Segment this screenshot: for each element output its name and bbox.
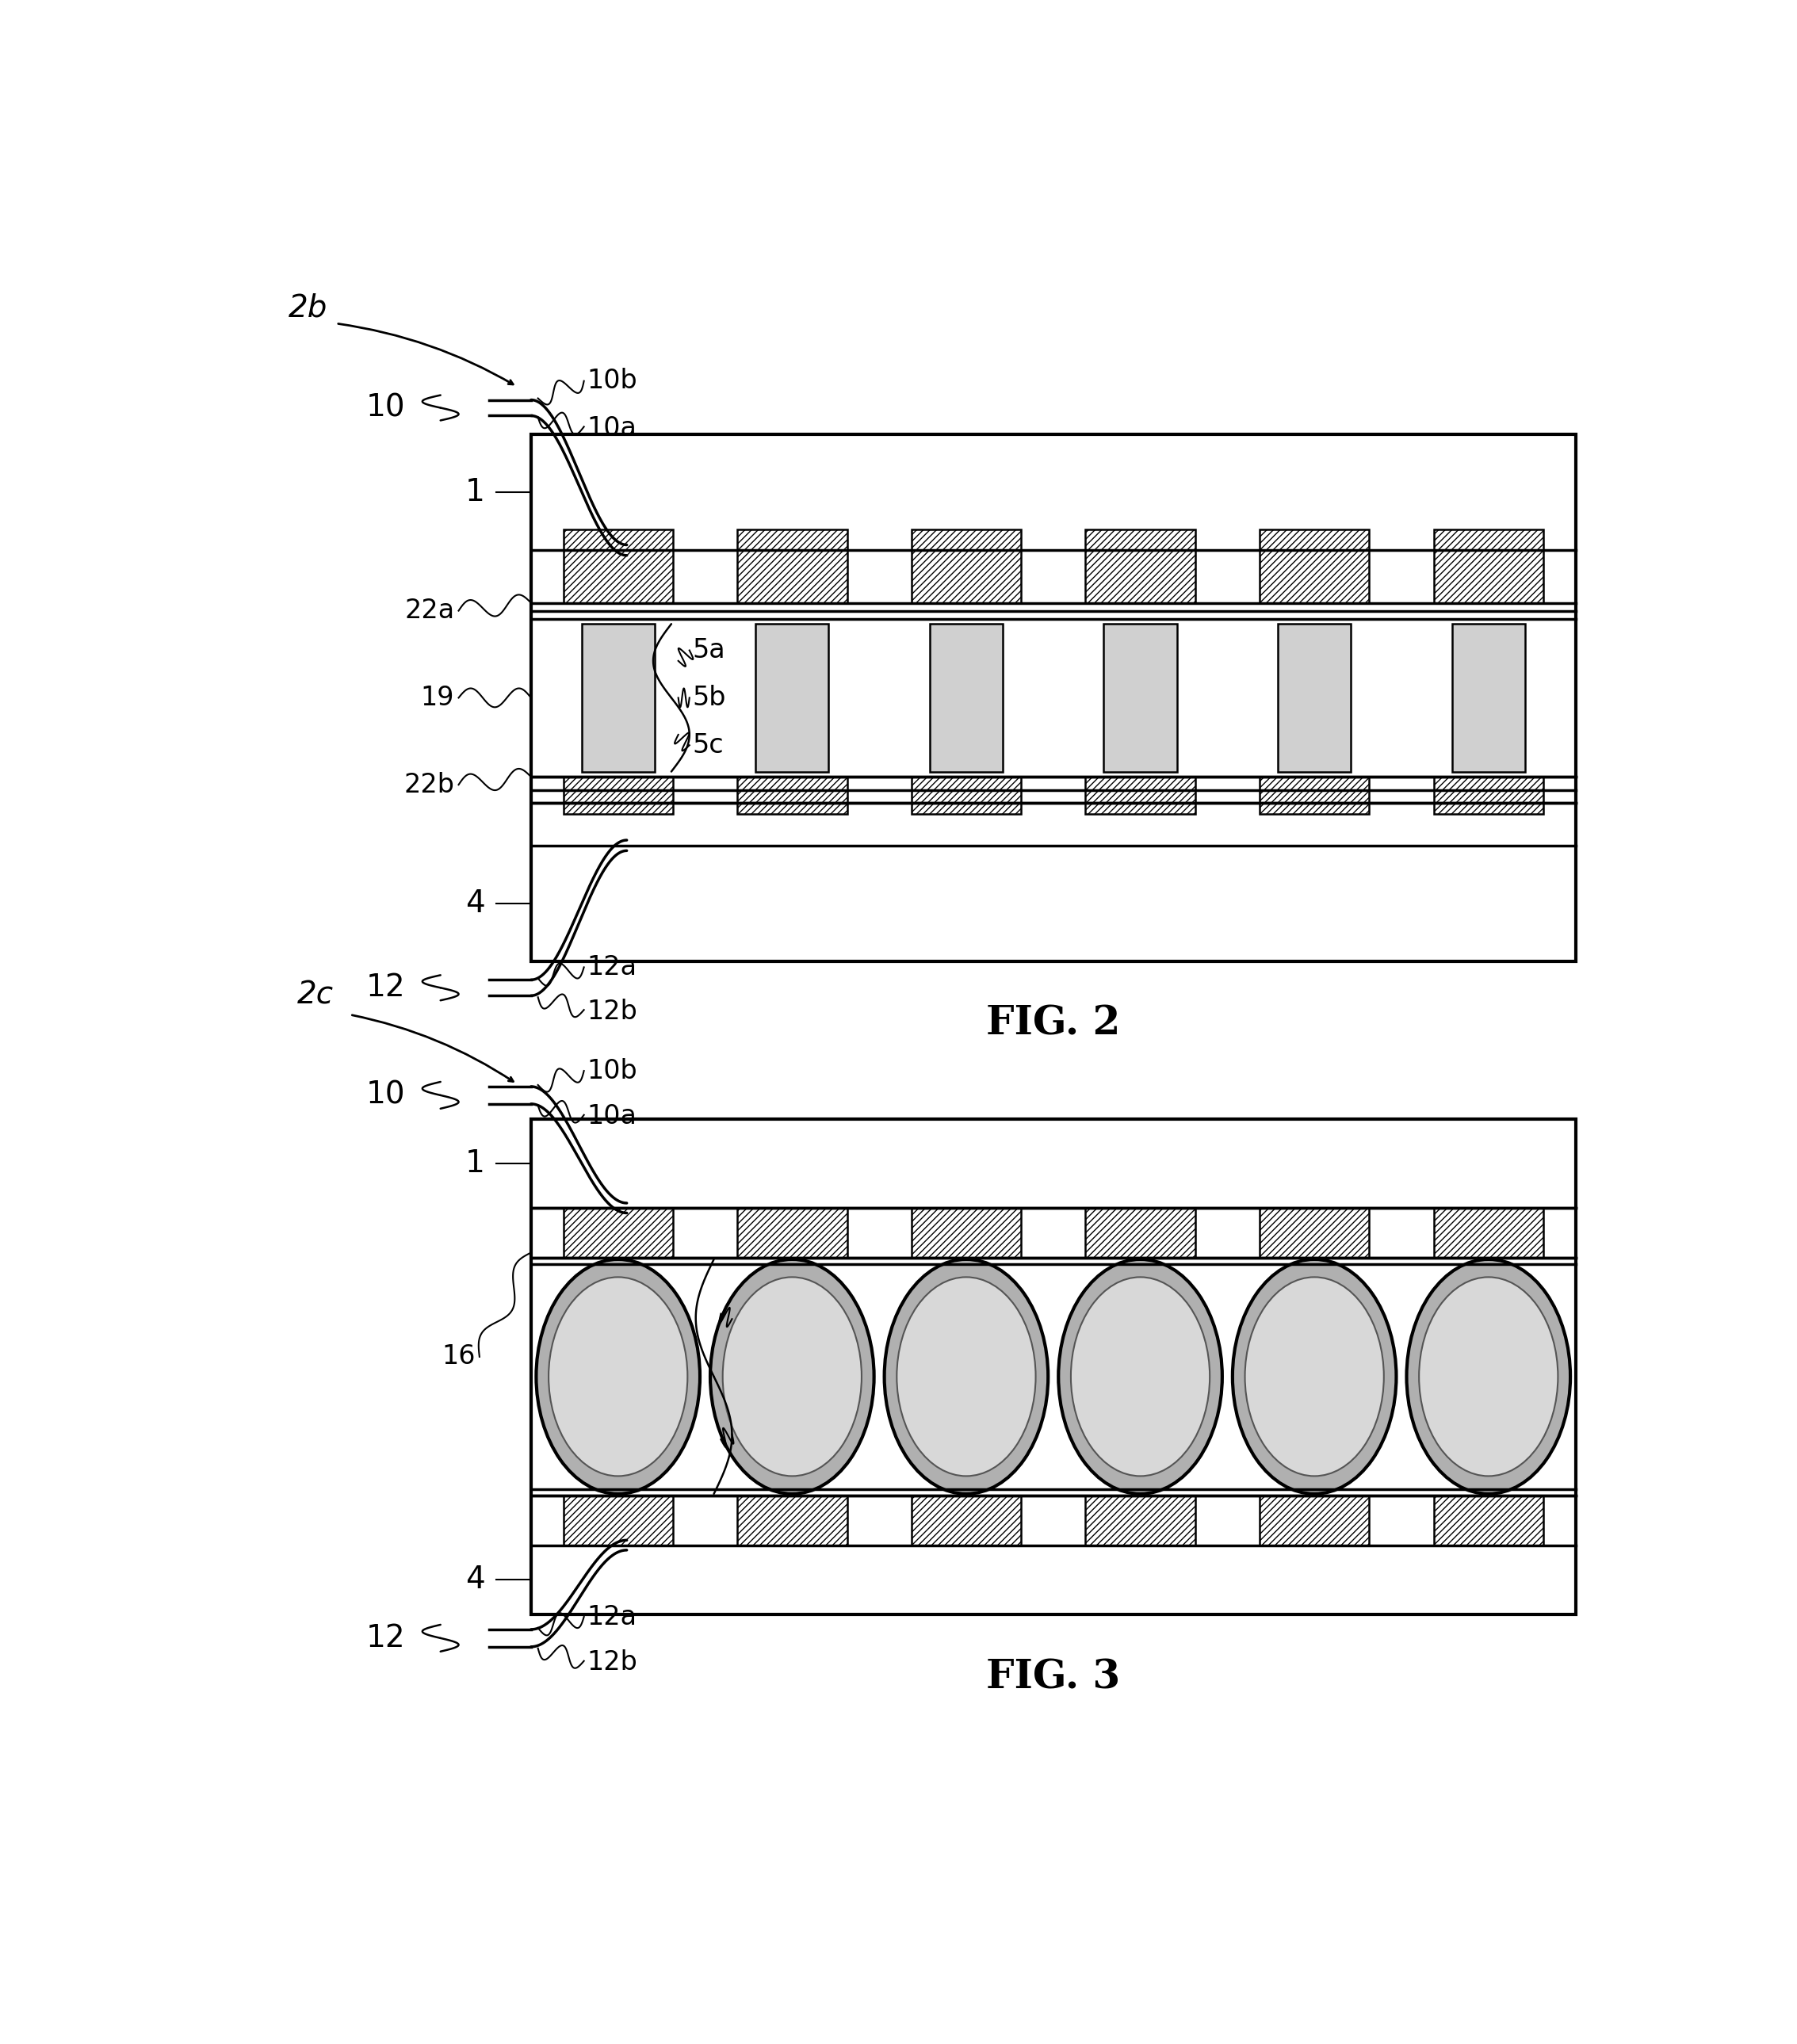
Ellipse shape (1407, 1259, 1571, 1494)
Text: 22b: 22b (404, 773, 455, 797)
Bar (1452, 623, 1526, 771)
Bar (582, 623, 654, 771)
Bar (1278, 623, 1351, 771)
Text: 2c: 2c (297, 979, 334, 1010)
Text: 12b: 12b (586, 997, 638, 1024)
Text: 1: 1 (465, 1149, 485, 1179)
Bar (737, 1496, 846, 1545)
Ellipse shape (548, 1278, 688, 1476)
Text: 12: 12 (367, 1623, 406, 1654)
Ellipse shape (722, 1278, 861, 1476)
Bar (1260, 1496, 1369, 1545)
Text: FIG. 3: FIG. 3 (987, 1658, 1120, 1697)
Ellipse shape (1420, 1278, 1558, 1476)
Bar (562, 1208, 672, 1257)
Text: 10a: 10a (586, 415, 636, 442)
Text: 2b: 2b (289, 292, 327, 323)
Bar (755, 623, 828, 771)
Bar (737, 1208, 846, 1257)
Text: 10b: 10b (586, 1057, 638, 1083)
Text: 19: 19 (420, 685, 455, 711)
Ellipse shape (1233, 1259, 1396, 1494)
Bar (1103, 623, 1177, 771)
Bar (1434, 1208, 1544, 1257)
Bar (929, 623, 1003, 771)
Text: 17a: 17a (735, 1306, 785, 1333)
Text: 12a: 12a (586, 1605, 636, 1629)
Bar (562, 777, 672, 814)
Text: 5a: 5a (692, 638, 726, 664)
Bar (911, 529, 1021, 603)
Bar (532, 1118, 1576, 1615)
Text: 12a: 12a (586, 955, 636, 981)
Bar (562, 529, 672, 603)
Text: 16: 16 (442, 1343, 474, 1369)
Bar (1260, 1208, 1369, 1257)
Text: 1: 1 (465, 476, 485, 507)
Bar (1085, 777, 1195, 814)
Text: 10: 10 (367, 1079, 406, 1110)
Text: 5d: 5d (582, 685, 616, 711)
Text: 5b: 5b (692, 685, 726, 711)
Bar (911, 1208, 1021, 1257)
Bar (532, 433, 1576, 961)
Ellipse shape (1071, 1278, 1209, 1476)
Text: FIG. 2: FIG. 2 (987, 1006, 1120, 1044)
Text: 5c: 5c (692, 732, 724, 758)
Ellipse shape (536, 1259, 701, 1494)
Bar (737, 777, 846, 814)
Ellipse shape (1245, 1278, 1384, 1476)
Bar (1085, 529, 1195, 603)
Text: 10a: 10a (586, 1104, 636, 1130)
Ellipse shape (1058, 1259, 1222, 1494)
Ellipse shape (897, 1278, 1035, 1476)
Bar (562, 1496, 672, 1545)
Text: 22a: 22a (404, 597, 455, 623)
Bar (1085, 1496, 1195, 1545)
Text: 17b: 17b (735, 1421, 785, 1447)
Bar (1434, 529, 1544, 603)
Bar (911, 777, 1021, 814)
Text: 12: 12 (367, 973, 406, 1004)
Bar (1434, 777, 1544, 814)
Ellipse shape (884, 1259, 1048, 1494)
Ellipse shape (710, 1259, 873, 1494)
Text: 4: 4 (465, 1566, 485, 1594)
Text: 10: 10 (367, 392, 406, 423)
Bar (737, 529, 846, 603)
Text: 4: 4 (465, 889, 485, 918)
Bar (1085, 1208, 1195, 1257)
Bar (911, 1496, 1021, 1545)
Text: 12b: 12b (586, 1650, 638, 1676)
Bar (1260, 529, 1369, 603)
Bar (1260, 777, 1369, 814)
Bar (1434, 1496, 1544, 1545)
Text: 10b: 10b (586, 368, 638, 394)
Text: 17: 17 (625, 1363, 658, 1390)
